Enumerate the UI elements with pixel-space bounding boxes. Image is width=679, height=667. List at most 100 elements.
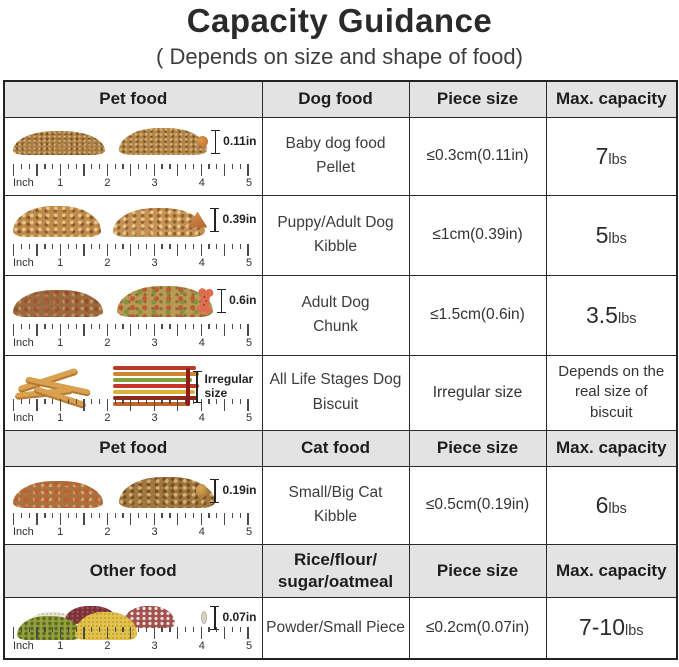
kibble-piles-image [13, 205, 205, 237]
capacity-unit: lbs [608, 151, 627, 168]
table-row: 0.07in Inch 1 2 3 4 5 Powder/Small Piece ≤0.2… [3, 596, 678, 660]
piece-size-cell: ≤0.2cm(0.07in) [408, 596, 547, 660]
food-name-line2: Kibble [313, 238, 358, 255]
capacity-cell: 3.5lbs [545, 274, 678, 356]
capacity-cell: 6lbs [545, 465, 678, 545]
capacity-table: Pet food Dog food Piece size Max. capaci… [3, 80, 678, 660]
header-dog-food: Dog food [261, 80, 410, 118]
capacity-unit: lbs [608, 500, 627, 517]
header-max-capacity: Max. capacity [545, 543, 678, 598]
food-name-line2: Pellet [316, 159, 355, 176]
table-row: Irregular size Inch 1 2 3 4 5 All Life Stages… [3, 354, 678, 431]
pellet-size-sample: 0.11in [197, 129, 257, 154]
ruler: Inch 1 2 3 4 5 [13, 243, 252, 270]
table-row: 0.11in Inch 1 2 3 4 5 Baby dog food Pellet ≤0… [3, 116, 678, 196]
chunk-piles-image [13, 285, 213, 317]
ruler: Inch 1 2 3 4 5 [13, 323, 252, 350]
measure-bracket-icon [192, 370, 202, 403]
food-name-line1: Small/Big Cat [288, 483, 383, 501]
piece-size-cell: ≤0.3cm(0.11in) [408, 116, 547, 196]
pellet-piles-image [13, 127, 207, 155]
capacity-value: 6 [595, 491, 609, 518]
food-name-cell: Puppy/Adult Dog Kibble [261, 194, 410, 276]
cat-kibble-piles-image [13, 476, 215, 508]
header-max-capacity: Max. capacity [545, 429, 678, 467]
cat-kibble-icon [196, 483, 208, 498]
food-name-line1: All Life Stages Dog [269, 371, 402, 389]
capacity-value: 3.5 [585, 301, 618, 328]
capacity-unit: lbs [625, 623, 644, 640]
measure-bracket-icon [217, 288, 227, 313]
header-line2: sugar/oatmeal [277, 571, 394, 591]
sample-size-label: Irregular size [204, 371, 254, 400]
chunk-size-sample: 0.6in [196, 287, 257, 314]
bone-icon [196, 287, 214, 314]
biscuit-piles-image [13, 365, 199, 409]
capacity-unit: lbs [608, 230, 627, 247]
piece-size-cell: ≤0.5cm(0.19in) [408, 465, 547, 545]
capacity-unit: lbs [617, 310, 637, 327]
header-line1: Rice/flour/ [293, 550, 378, 570]
chunk-photo-cell: 0.6in Inch 1 2 3 4 5 [3, 274, 263, 356]
capacity-value: 7 [595, 142, 609, 169]
food-name-line2: Kibble [313, 508, 358, 525]
table-row: 0.19in Inch 1 2 3 4 5 Small/Big Cat Kibble ≤0… [3, 465, 678, 545]
header-piece-size: Piece size [408, 543, 547, 598]
food-name-line1: Powder/Small Piece [266, 618, 405, 636]
pellet-photo-cell: 0.11in Inch 1 2 3 4 5 [3, 116, 263, 196]
food-name-line2: Biscuit [312, 395, 359, 413]
grains-photo-cell: 0.07in Inch 1 2 3 4 5 [3, 596, 263, 660]
cat-kibble-photo-cell: 0.19in Inch 1 2 3 4 5 [3, 465, 263, 545]
sample-size-label: 0.07in [222, 609, 257, 624]
piece-size-cell: ≤1.5cm(0.6in) [408, 274, 547, 356]
piece-size-cell: ≤1cm(0.39in) [408, 194, 547, 276]
measure-bracket-icon [210, 207, 220, 232]
capacity-value: 7-10 [578, 614, 625, 641]
biscuit-size-sample: Irregular size [186, 367, 257, 406]
kibble-icon [187, 211, 208, 228]
measure-bracket-icon [210, 605, 220, 630]
header-max-capacity: Max. capacity [545, 80, 678, 118]
header-other-food: Other food [3, 543, 263, 598]
ruler: Inch 1 2 3 4 5 [13, 163, 252, 190]
page-title: Capacity Guidance [186, 2, 493, 39]
ruler: Inch 1 2 3 4 5 [13, 512, 252, 539]
header-pet-food: Pet food [3, 80, 263, 118]
kibble-size-sample: 0.39in [187, 207, 257, 232]
pellet-icon [197, 136, 209, 147]
biscuit-stick-icon [186, 367, 190, 406]
ruler: Inch 1 2 3 4 5 [13, 398, 252, 425]
header-piece-size: Piece size [408, 429, 547, 467]
capacity-cell: 7lbs [545, 116, 678, 196]
grains-piles-image [13, 600, 193, 640]
grain-size-sample: 0.07in [201, 605, 257, 630]
food-name-cell: All Life Stages Dog Biscuit [261, 354, 410, 431]
biscuit-photo-cell: Irregular size Inch 1 2 3 4 5 [3, 354, 263, 431]
header-rice-flour: Rice/flour/ sugar/oatmeal [261, 543, 410, 598]
header-row-dog: Pet food Dog food Piece size Max. capaci… [3, 80, 678, 118]
grain-icon [201, 611, 208, 624]
food-name-line2: Chunk [313, 318, 358, 335]
header-piece-size: Piece size [408, 80, 547, 118]
capacity-cell: Depends on the real size of biscuit [545, 354, 678, 431]
measure-bracket-icon [211, 129, 221, 154]
header-pet-food: Pet food [3, 429, 263, 467]
table-row: 0.39in Inch 1 2 3 4 5 Puppy/Adult Dog Kibble … [3, 194, 678, 276]
capacity-cell: 5lbs [545, 194, 678, 276]
table-row: 0.6in Inch 1 2 3 4 5 Adult Dog Chunk ≤1.5cm(0… [3, 274, 678, 356]
food-name-line1: Puppy/Adult Dog [277, 213, 394, 231]
sample-size-label: 0.19in [222, 482, 257, 497]
measure-bracket-icon [210, 478, 220, 503]
sample-size-label: 0.11in [223, 133, 257, 148]
header-cat-food: Cat food [261, 429, 410, 467]
food-name-cell: Adult Dog Chunk [261, 274, 410, 356]
page-subtitle: ( Depends on size and shape of food) [156, 44, 523, 69]
kibble-photo-cell: 0.39in Inch 1 2 3 4 5 [3, 194, 263, 276]
food-name-cell: Small/Big Cat Kibble [261, 465, 410, 545]
food-name-cell: Baby dog food Pellet [261, 116, 410, 196]
sample-size-label: 0.6in [229, 292, 257, 307]
piece-size-cell: Irregular size [408, 354, 547, 431]
capacity-note: Depends on the real size of biscuit [558, 363, 665, 421]
food-name-cell: Powder/Small Piece [261, 596, 410, 660]
